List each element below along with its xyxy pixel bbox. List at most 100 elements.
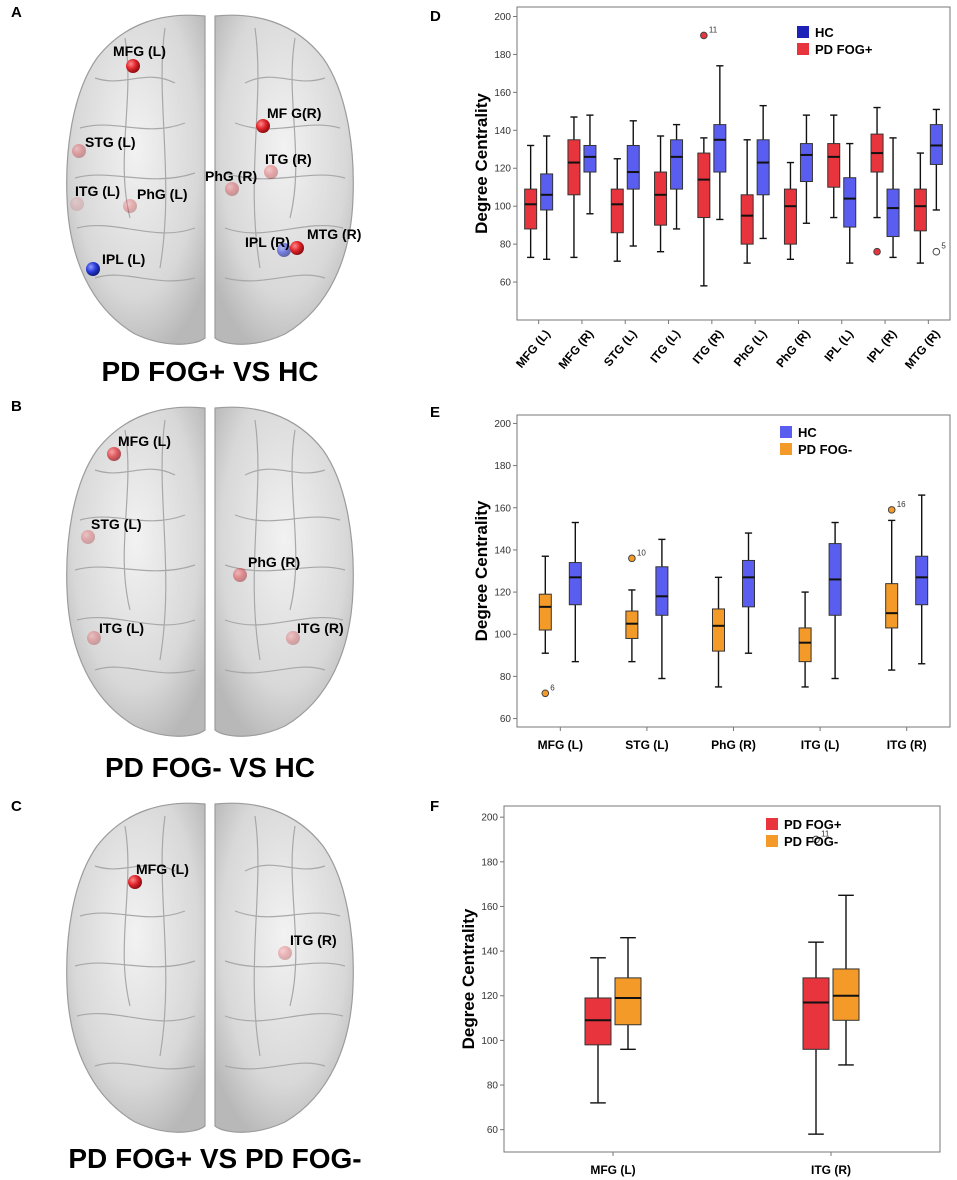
y-tick-label: 140 [494, 545, 511, 556]
brain-node: STG (L) [72, 134, 136, 158]
legend-swatch [797, 43, 809, 55]
box [915, 555, 929, 606]
brain-node-label: PhG (R) [248, 554, 300, 570]
brain-node-label: STG (L) [85, 134, 136, 150]
brain-node: STG (L) [81, 516, 142, 544]
right-hemisphere [214, 406, 354, 737]
y-axis-label: Degree Centrality [472, 93, 491, 234]
brain-node: MFG (L) [107, 433, 171, 461]
brain-caption-c: PD FOG+ VS PD FOG- [68, 1143, 362, 1174]
y-tick-label: 140 [494, 126, 511, 137]
brain-node-label: ITG (R) [290, 932, 337, 948]
box [783, 188, 797, 245]
y-axis-label: Degree Centrality [459, 908, 478, 1049]
brain-node-label: STG (L) [91, 516, 142, 532]
y-tick-label: 60 [500, 278, 512, 289]
y-tick-label: 120 [494, 588, 511, 599]
outlier-point [700, 31, 708, 40]
chart-f: 60 80 100 120 140 160 180 200 Degree Centrality M… [459, 805, 941, 1177]
x-tick-label: ITG (L) [647, 327, 683, 366]
y-tick-label: 180 [481, 857, 498, 868]
x-tick-label: ITG (R) [811, 1163, 851, 1177]
y-tick-label: 160 [481, 902, 498, 913]
box [886, 188, 900, 238]
brain-node-label: IPL (R) [245, 234, 290, 250]
brain-caption-a: PD FOG+ VS HC [101, 356, 319, 387]
x-tick-label: IPL (L) [821, 327, 856, 364]
brain-node-label: IPL (L) [102, 251, 145, 267]
legend-swatch [797, 26, 809, 38]
legend-label: PD FOG- [798, 442, 852, 457]
box [913, 188, 927, 232]
brain-node-label: ITG (L) [75, 183, 120, 199]
y-tick-label: 200 [481, 813, 498, 824]
brain-node: MF G(R) [256, 105, 321, 133]
y-tick-label: 180 [494, 50, 511, 61]
x-tick-label: STG (L) [601, 327, 640, 369]
plot-frame [503, 805, 941, 1153]
box [742, 559, 755, 608]
box [568, 562, 582, 606]
outlier-point [932, 247, 941, 256]
y-tick-label: 80 [500, 672, 512, 683]
box [626, 144, 640, 190]
box [885, 583, 899, 629]
left-hemisphere [66, 802, 206, 1133]
right-hemisphere [214, 802, 354, 1133]
brain-node: MTG (R) [290, 226, 361, 255]
y-tick-label: 100 [494, 630, 511, 641]
y-tick-label: 80 [500, 240, 512, 251]
y-tick-label: 120 [481, 991, 498, 1002]
brain-node: MFG (L) [128, 861, 189, 889]
box [538, 593, 552, 631]
right-hemisphere [214, 14, 354, 345]
outlier-point [628, 554, 636, 563]
x-tick-label: IPL (R) [864, 327, 899, 365]
x-tick-label: MFG (R) [556, 327, 597, 372]
outlier-label: 11 [821, 829, 830, 838]
box [524, 188, 538, 230]
brain-node: PhG (R) [233, 554, 300, 582]
y-tick-label: 80 [487, 1081, 499, 1092]
legend-swatch [766, 818, 778, 830]
y-tick-label: 100 [494, 202, 511, 213]
box [712, 608, 725, 652]
legend-label: HC [798, 425, 817, 440]
x-tick-label: MTG (R) [902, 327, 943, 372]
outlier-label: 5 [941, 242, 946, 251]
x-tick-label: ITG (R) [887, 738, 927, 752]
y-tick-label: 120 [494, 164, 511, 175]
outlier-label: 16 [897, 500, 906, 509]
brain-node: ITG (R) [278, 932, 337, 960]
plot-frame [516, 6, 951, 321]
legend-label: HC [815, 25, 834, 40]
box [584, 997, 612, 1046]
x-tick-label: MFG (L) [513, 327, 553, 371]
y-tick-label: 60 [500, 714, 512, 725]
panel-letter-c: C [11, 798, 22, 815]
brain-render-c: MFG (L) ITG (R) [66, 802, 354, 1133]
brain-node: IPL (L) [86, 251, 145, 276]
outlier-point [873, 247, 881, 256]
x-tick-label: PhG (R) [711, 738, 756, 752]
y-axis-label: Degree Centrality [472, 500, 491, 641]
brain-render-a: MFG (L) MF G(R) STG (L) ITG (R) PhG (R) … [66, 14, 361, 345]
box [843, 177, 857, 228]
brain-node: ITG (R) [286, 620, 344, 645]
brain-node: PhG (L) [123, 186, 188, 213]
panel-letter-f: F [430, 798, 440, 815]
box [610, 188, 624, 234]
y-tick-label: 60 [487, 1125, 499, 1136]
brain-node-label: ITG (L) [99, 620, 144, 636]
box [583, 144, 597, 173]
box [567, 139, 581, 196]
box [827, 143, 841, 188]
panel-letter-e: E [430, 404, 441, 421]
brain-node: PhG (R) [205, 168, 257, 196]
outlier-point [812, 835, 820, 844]
brain-node-label: ITG (R) [265, 151, 312, 167]
y-tick-label: 160 [494, 503, 511, 514]
x-tick-label: MFG (L) [538, 738, 583, 752]
box [614, 977, 642, 1026]
box [798, 627, 812, 663]
